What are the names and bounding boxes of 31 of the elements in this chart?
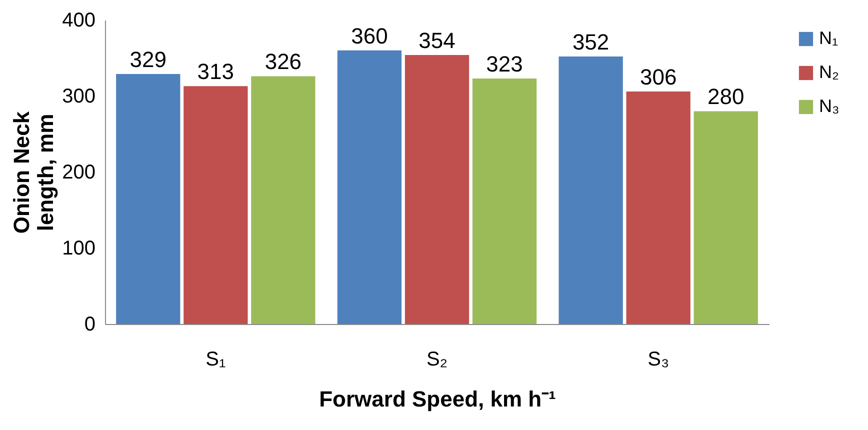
y-axis-title: Onion Neck length, mm: [9, 110, 58, 234]
y-tick-label: 300: [62, 86, 96, 108]
data-label: 313: [197, 59, 234, 84]
bar: [694, 111, 758, 324]
y-tick-label: 200: [62, 162, 96, 184]
x-axis-title: Forward Speed, km h⁻¹: [319, 386, 556, 412]
bar: [404, 54, 470, 324]
data-label: 280: [708, 84, 744, 110]
bar: [558, 56, 623, 324]
data-label: 352: [572, 29, 610, 54]
y-tick-label: 400: [62, 10, 96, 32]
y-tick-label: 0: [84, 314, 96, 336]
data-label: 360: [351, 23, 388, 48]
legend-label: N₂: [819, 62, 839, 82]
bar: [626, 91, 690, 324]
bar: [116, 74, 180, 324]
data-label: 306: [640, 64, 677, 90]
x-tick-label: S₃: [648, 348, 670, 370]
legend-label: N₁: [819, 28, 838, 48]
data-label: 329: [130, 46, 166, 72]
bar: [184, 86, 248, 324]
y-tick-label: 100: [62, 238, 96, 260]
legend-label: N₃: [819, 96, 840, 116]
bar: [337, 50, 402, 324]
bar: [472, 78, 537, 324]
data-label: 326: [264, 49, 302, 74]
data-label: 323: [486, 52, 523, 77]
bar: [251, 76, 316, 324]
x-tick-label: S₂: [426, 348, 448, 370]
data-label: 354: [418, 28, 456, 53]
x-tick-label: S₁: [206, 348, 226, 370]
